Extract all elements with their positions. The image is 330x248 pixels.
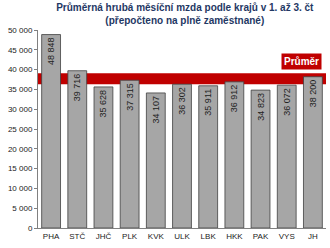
svg-text:34 107: 34 107	[151, 96, 161, 124]
svg-text:20 000: 20 000	[8, 145, 33, 154]
svg-text:HKK: HKK	[226, 232, 243, 241]
svg-text:PAK: PAK	[253, 232, 269, 241]
svg-text:40 000: 40 000	[8, 65, 33, 74]
svg-text:36 912: 36 912	[229, 85, 239, 113]
svg-text:KVK: KVK	[148, 232, 165, 241]
svg-text:45 000: 45 000	[8, 46, 33, 55]
svg-text:35 911: 35 911	[203, 89, 213, 116]
svg-text:36 302: 36 302	[177, 87, 187, 115]
svg-text:PLK: PLK	[122, 232, 138, 241]
svg-text:37 315: 37 315	[125, 83, 135, 111]
svg-text:35 628: 35 628	[98, 90, 108, 118]
svg-text:5 000: 5 000	[12, 204, 33, 213]
svg-text:LBK: LBK	[201, 232, 217, 241]
svg-text:PHA: PHA	[43, 232, 60, 241]
svg-text:Průměr: Průměr	[284, 56, 319, 67]
svg-text:50 000: 50 000	[8, 26, 33, 35]
svg-text:36 072: 36 072	[282, 88, 292, 116]
svg-text:STČ: STČ	[69, 232, 85, 241]
svg-text:Průměrná hrubá měsíční mzda po: Průměrná hrubá měsíční mzda podle krajů …	[56, 2, 314, 26]
svg-text:38 200: 38 200	[308, 80, 318, 108]
svg-text:34 823: 34 823	[256, 93, 266, 121]
svg-text:ULK: ULK	[174, 232, 190, 241]
svg-text:30 000: 30 000	[8, 105, 33, 114]
svg-text:JHČ: JHČ	[96, 232, 112, 241]
svg-text:35 000: 35 000	[8, 85, 33, 94]
svg-text:48 848: 48 848	[46, 38, 56, 66]
svg-text:VYS: VYS	[279, 232, 295, 241]
svg-text:15 000: 15 000	[8, 164, 33, 173]
svg-text:JH: JH	[308, 232, 318, 241]
svg-text:39 716: 39 716	[72, 74, 82, 102]
svg-text:0: 0	[28, 224, 33, 233]
svg-text:10 000: 10 000	[8, 184, 33, 193]
svg-text:25 000: 25 000	[8, 125, 33, 134]
